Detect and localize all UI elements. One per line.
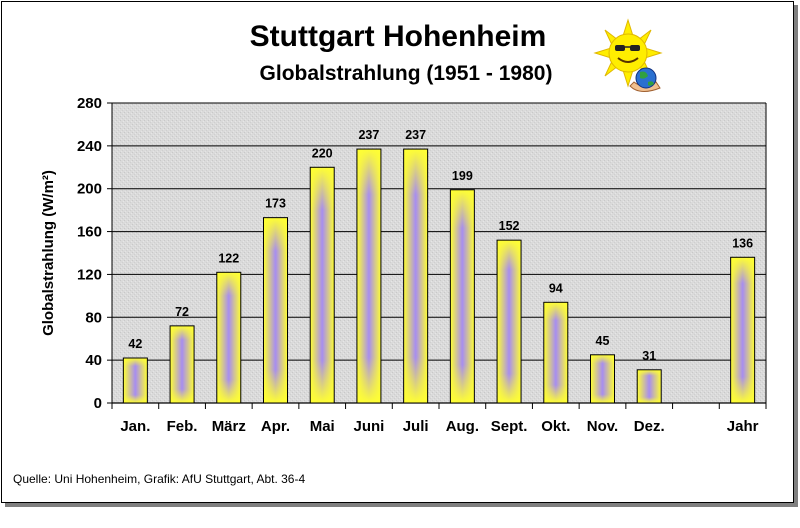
data-label: 173	[265, 197, 286, 211]
bar-outline	[122, 357, 148, 404]
plot-area	[112, 103, 766, 403]
y-tick-label: 280	[77, 95, 102, 112]
sun-logo	[593, 18, 663, 92]
data-label: 237	[358, 128, 379, 142]
bar-outline	[543, 301, 569, 404]
chart-subtitle: Globalstrahlung (1951 - 1980)	[259, 62, 553, 85]
bar-outline	[263, 217, 288, 404]
data-label: 72	[175, 305, 189, 319]
bars	[122, 148, 756, 404]
y-axis-label: Globalstrahlung (W/m²)	[40, 170, 57, 336]
bar-outline	[309, 166, 335, 404]
source-note: Quelle: Uni Hohenheim, Grafik: AfU Stutt…	[13, 472, 306, 486]
x-tick-label: Juni	[354, 418, 385, 435]
bar-outline	[449, 189, 475, 404]
y-tick-label: 120	[77, 266, 102, 283]
bar-outline	[356, 148, 382, 404]
x-tick-label: Mai	[310, 418, 335, 435]
data-label: 122	[218, 251, 239, 265]
x-tick-label: Juli	[403, 418, 429, 435]
x-tick-label: Aug.	[446, 418, 479, 435]
bar-outline	[590, 354, 615, 404]
data-label: 220	[312, 146, 333, 160]
x-tick-label: Jan.	[120, 418, 150, 435]
x-tick-label: Feb.	[167, 418, 198, 435]
x-tick-labels: Jan. Feb. März Apr. Mai Juni Juli Aug. Sept. Okt.…	[120, 418, 758, 435]
bar-outline	[730, 256, 756, 404]
y-tick-label: 160	[77, 224, 102, 241]
data-labels: 42 72 122 173 220 237 237 199 152 94 45 31 136	[128, 128, 753, 363]
x-tick-label: Okt.	[541, 418, 570, 435]
chart-title: Stuttgart Hohenheim	[249, 20, 547, 53]
x-tick-label: März	[212, 418, 246, 435]
y-tick-label: 240	[77, 138, 102, 155]
data-label: 42	[128, 337, 142, 351]
bar-outline	[216, 271, 242, 404]
data-label: 199	[452, 169, 473, 183]
bar-outline	[403, 148, 429, 404]
x-tick-label: Jahr	[727, 418, 759, 435]
x-tick-label: Nov.	[587, 418, 618, 435]
x-tick-label: Apr.	[261, 418, 290, 435]
data-label: 45	[596, 334, 610, 348]
y-tick-labels: 0 40 80 120 160 200 240 280	[77, 95, 102, 412]
y-tick-label: 40	[85, 352, 102, 369]
data-label: 136	[732, 236, 753, 250]
y-tick-label: 80	[85, 309, 102, 326]
x-tick-label: Sept.	[491, 418, 528, 435]
bar-outline	[636, 369, 662, 404]
bar-outline	[169, 325, 195, 404]
data-label: 237	[405, 128, 426, 142]
data-label: 31	[642, 349, 656, 363]
data-label: 152	[499, 219, 520, 233]
y-tick-label: 200	[77, 181, 102, 198]
y-tick-label: 0	[94, 395, 102, 412]
bar-outline	[496, 239, 522, 404]
x-tick-label: Dez.	[634, 418, 665, 435]
data-label: 94	[549, 281, 563, 295]
